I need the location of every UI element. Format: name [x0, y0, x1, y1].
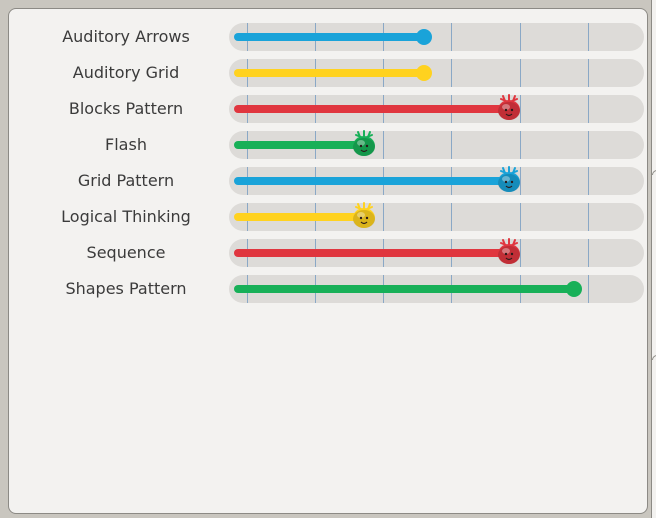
track-tick — [588, 95, 589, 123]
skill-progress-fill — [234, 213, 364, 221]
skill-row-flash: Flash — [9, 130, 649, 159]
skill-row-sequence: Sequence — [9, 238, 649, 267]
track-tick — [451, 203, 452, 231]
adjacent-panel-edge — [651, 0, 656, 518]
skill-label: Flash — [105, 135, 147, 154]
skill-progress-fill — [234, 249, 509, 257]
skill-progress-track — [229, 238, 644, 267]
skill-progress-track — [229, 130, 644, 159]
adjacent-panel-corner — [652, 170, 656, 175]
track-tick — [383, 203, 384, 231]
track-tick — [451, 23, 452, 51]
monster-face-icon — [495, 238, 523, 266]
monster-face-icon — [350, 202, 378, 230]
skill-row-auditory-arrows: Auditory Arrows — [9, 23, 649, 51]
skill-progress-track — [229, 202, 644, 231]
track-tick — [588, 239, 589, 267]
progress-knob — [416, 65, 432, 81]
track-tick — [588, 23, 589, 51]
skill-row-blocks-pattern: Blocks Pattern — [9, 94, 649, 123]
progress-knob — [416, 29, 432, 45]
track-tick — [383, 131, 384, 159]
skill-label: Blocks Pattern — [68, 99, 184, 118]
skill-progress-fill — [234, 177, 509, 185]
skill-label: Grid Pattern — [77, 171, 175, 190]
track-tick — [520, 59, 521, 87]
skill-label: Sequence — [86, 243, 166, 262]
skill-progress-track — [229, 166, 644, 195]
track-tick — [588, 203, 589, 231]
monster-face-icon — [495, 166, 523, 194]
track-tick — [520, 203, 521, 231]
monster-face-icon — [495, 94, 523, 122]
track-tick — [520, 95, 521, 123]
track-tick — [588, 275, 589, 303]
skill-row-grid-pattern: Grid Pattern — [9, 166, 649, 195]
skill-progress-fill — [234, 285, 574, 293]
track-tick — [588, 167, 589, 195]
skills-progress-panel: Auditory Arrows Auditory Grid Blocks Patte… — [8, 8, 648, 514]
skill-progress-track — [229, 275, 644, 303]
track-tick — [520, 239, 521, 267]
skill-label: Logical Thinking — [61, 207, 191, 226]
skill-progress-fill — [234, 141, 364, 149]
track-tick — [588, 59, 589, 87]
skill-row-logical-thinking: Logical Thinking — [9, 202, 649, 231]
skill-row-shapes-pattern: Shapes Pattern — [9, 275, 649, 303]
track-tick — [451, 59, 452, 87]
progress-knob — [566, 281, 582, 297]
track-tick — [520, 23, 521, 51]
track-tick — [520, 131, 521, 159]
skill-progress-fill — [234, 105, 509, 113]
track-tick — [520, 167, 521, 195]
skill-progress-track — [229, 94, 644, 123]
adjacent-panel-corner — [652, 355, 656, 360]
track-tick — [451, 131, 452, 159]
skill-label: Auditory Grid — [72, 63, 180, 82]
track-tick — [588, 131, 589, 159]
skill-progress-fill — [234, 33, 424, 41]
monster-face-icon — [350, 130, 378, 158]
skill-progress-track — [229, 59, 644, 87]
skill-progress-track — [229, 23, 644, 51]
skill-label: Shapes Pattern — [65, 279, 187, 298]
skill-progress-fill — [234, 69, 424, 77]
skill-row-auditory-grid: Auditory Grid — [9, 59, 649, 87]
skill-label: Auditory Arrows — [62, 27, 190, 46]
